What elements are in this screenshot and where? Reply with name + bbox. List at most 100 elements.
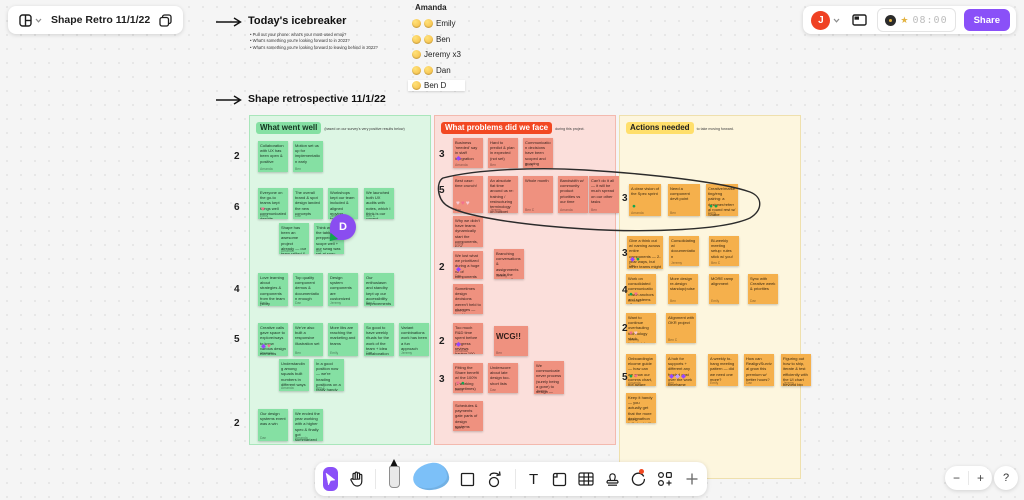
sticky-note[interactable]: An absolute flat time around us re: trai… — [488, 176, 518, 213]
sticky-note[interactable]: Alignment with OKR project Ben D — [666, 313, 696, 343]
sticky-note[interactable]: Creative calls gave space to explore/way… — [258, 323, 288, 356]
sticky-note[interactable]: The overall brand & spot design landed t… — [293, 188, 323, 219]
sticky-note[interactable]: A weekly to-hang meeting pattern — did w… — [708, 354, 738, 386]
emote-tool-button[interactable] — [631, 467, 646, 491]
sticky-note[interactable]: Too much R&D time spent before progress … — [453, 323, 483, 354]
sticky-note[interactable]: Work on consolidated communication with … — [626, 274, 656, 304]
bottom-toolbar: T — [315, 459, 707, 496]
sticky-note[interactable]: Branching conversations & assignments ma… — [494, 249, 524, 279]
section-what-went-well[interactable]: What went well (based on our survey's ver… — [234, 115, 431, 445]
text-tool-button[interactable]: T — [526, 467, 541, 491]
sticky-note[interactable]: More design re-design standup/pulse Ben — [668, 274, 698, 304]
sticky-note[interactable]: Our design systems event was a win Dan — [258, 409, 288, 441]
sticky-note[interactable]: Give a think out w/ naming across entire… — [627, 236, 663, 269]
current-user-menu[interactable]: J — [809, 9, 842, 32]
stamp-group: ◆ ◆ ◆ — [669, 372, 686, 381]
sticky-note-author: Amanda — [560, 207, 573, 212]
section-what-problems-did-we-face[interactable]: What problems did we face during this pro… — [434, 115, 619, 445]
help-button[interactable]: ? — [994, 466, 1018, 490]
icebreaker-response: Dan — [408, 65, 465, 76]
sticky-note[interactable]: We've also built a responsive illustrati… — [293, 323, 323, 356]
sticky-note[interactable]: Variant combinations work has been a fun… — [399, 323, 429, 356]
sticky-note[interactable]: Understanding among squads built numbers… — [279, 359, 309, 391]
vote-count: 2 — [622, 323, 628, 334]
sticky-note[interactable]: We lost what we prioritized during a hug… — [453, 251, 483, 279]
shape-tool-button[interactable] — [460, 467, 475, 491]
sticky-note-author: Emily — [708, 210, 717, 215]
select-tool-button[interactable] — [323, 467, 338, 491]
sticky-note-text: Variant combinations work has been a fun… — [401, 325, 428, 351]
sticky-note[interactable]: WCG!! Ben — [494, 326, 528, 356]
vote-count: 3 — [622, 248, 628, 259]
stamp-group: ● — [632, 203, 636, 211]
sticky-note[interactable]: Onboarding/welcome guide — how can we gr… — [626, 354, 656, 386]
sticky-note[interactable]: Fitting the Share benefit w/ the 100% (1… — [453, 363, 483, 393]
sticky-note[interactable]: Top quality component demos & documentat… — [293, 273, 323, 306]
sticky-note[interactable]: In a good position now — we're heading p… — [314, 359, 344, 391]
sticky-note[interactable]: Motion set us up for implementation earl… — [293, 141, 323, 172]
sticky-note[interactable]: Communication decisions have been scoped… — [523, 138, 553, 168]
sticky-note[interactable]: Bi-weekly meeting setup: rules stick w/ … — [709, 236, 739, 266]
sticky-note[interactable]: Design system components are customized J… — [328, 273, 358, 306]
sticky-note[interactable]: We ended the year working with a higher … — [293, 409, 323, 441]
sticky-note[interactable]: A clear vision of the Spec sprint ● Amanda — [629, 184, 661, 216]
sticky-note[interactable]: More libs are reaching the marketing and… — [328, 323, 358, 356]
sticky-note[interactable]: Sync with Creative week & priorities Dan — [748, 274, 778, 304]
marker-tool-button[interactable] — [387, 459, 402, 491]
sticky-note[interactable]: Whole month Ben D — [523, 176, 553, 213]
sticky-note[interactable]: Figuring out how to ship, iterate & test… — [781, 354, 811, 386]
sticky-note[interactable]: Everyone on the go-to teams kept things … — [258, 188, 288, 219]
duplicate-button[interactable] — [157, 12, 174, 29]
sticky-note[interactable]: We communicate never process (surely bei… — [534, 361, 564, 394]
sticky-note[interactable]: Underscore about late design too-short l… — [488, 363, 518, 393]
sticky-note[interactable]: How can Realign/Survival grow this premi… — [744, 354, 774, 386]
sticky-note-author: Amanda — [281, 248, 294, 253]
sticky-note[interactable]: Hard to predict & plan in expected (not … — [488, 138, 518, 168]
share-button[interactable]: Share — [963, 9, 1010, 31]
sticky-note-author: Jeremy — [783, 380, 795, 385]
widgets-tool-button[interactable] — [657, 467, 673, 491]
highlighter-tool-button[interactable] — [411, 460, 450, 492]
stamp-tool-button[interactable] — [605, 467, 620, 491]
sticky-note[interactable]: Need a component devlt point Ben — [668, 184, 700, 216]
sticky-note[interactable]: Schedules & payments gate parts of desig… — [453, 401, 483, 431]
sticky-note[interactable]: Collaboration with UX has been open & po… — [258, 141, 288, 172]
sticky-note-text: Onboarding/welcome guide — how can we gr… — [628, 356, 653, 386]
sticky-note[interactable]: Bandwidth w/ community product prioritie… — [558, 176, 588, 213]
stamp-icon: ◆ — [669, 372, 674, 380]
zoom-out-button[interactable]: − — [945, 466, 968, 490]
sticky-note[interactable]: So good to have weekly rituals for the w… — [364, 323, 394, 356]
stamp-icon: ♥ — [633, 329, 638, 337]
sticky-note[interactable]: Consolidating w/ documentation Jeremy — [669, 236, 699, 266]
sticky-note-text: Creative calls gave space to explore/way… — [260, 325, 286, 356]
sticky-note[interactable]: MORE ramp alignment Emily — [709, 274, 739, 304]
document-title: Shape Retro 11/1/22 — [51, 14, 151, 26]
minimap-button[interactable] — [850, 12, 869, 28]
sticky-note[interactable]: Can't do it all — it will be much spread… — [589, 176, 619, 213]
connector-tool-button[interactable] — [486, 467, 504, 491]
main-menu-button[interactable] — [17, 12, 44, 29]
sticky-note-tool-button[interactable] — [552, 467, 567, 491]
emote-reaction-icon — [631, 472, 646, 486]
hand-tool-button[interactable] — [349, 467, 364, 491]
timer-widget[interactable]: ★ 08:00 — [877, 8, 956, 32]
sticky-note[interactable]: Business 'needed' say in staff integrati… — [453, 138, 483, 168]
sticky-note[interactable]: Our enthusiasm and standby kept up our a… — [364, 273, 394, 306]
add-tool-button[interactable] — [684, 467, 699, 491]
sticky-note-author: Amanda — [281, 385, 294, 390]
sticky-note[interactable]: Sometimes design decisions weren't held … — [453, 284, 483, 314]
sticky-note[interactable]: Why we didn't have teams dynamically sta… — [453, 216, 483, 247]
section-actions-needed[interactable]: Actions needed to take moving forward. 3 A … — [619, 115, 811, 479]
sticky-note[interactable]: Love learning about strategies & compone… — [258, 273, 288, 306]
sticky-note-author: Ben D — [316, 385, 326, 390]
icebreaker-bullet: • Pull out your phone: what's your most-… — [250, 32, 347, 37]
sticky-note[interactable]: Shape has been an awesome project alread… — [279, 223, 309, 254]
sticky-note[interactable]: Creative/marketing/eng pairing: a design… — [706, 184, 738, 216]
table-tool-button[interactable] — [578, 467, 594, 491]
zoom-in-button[interactable]: + — [969, 466, 992, 490]
sticky-note[interactable]: A hub for supports + different any funde… — [666, 354, 696, 386]
sticky-note[interactable]: Best case: time crunch! ♥ ♥ ♥ Dan — [453, 176, 483, 213]
sticky-note[interactable]: Want to continue overhauling technology … — [626, 313, 656, 343]
sticky-note[interactable]: We launched both UX audits with notes, w… — [364, 188, 394, 219]
sticky-note[interactable]: Keep it handy — you actually get that th… — [626, 393, 656, 423]
